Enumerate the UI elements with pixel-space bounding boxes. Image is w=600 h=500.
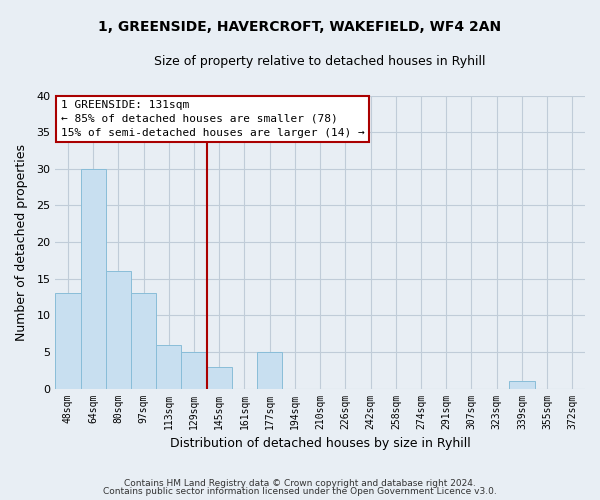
Bar: [257, 352, 283, 389]
Bar: [80, 169, 106, 388]
Text: 1, GREENSIDE, HAVERCROFT, WAKEFIELD, WF4 2AN: 1, GREENSIDE, HAVERCROFT, WAKEFIELD, WF4…: [98, 20, 502, 34]
Bar: [106, 272, 131, 388]
Bar: [509, 381, 535, 388]
Bar: [55, 294, 80, 388]
Y-axis label: Number of detached properties: Number of detached properties: [15, 144, 28, 340]
Bar: [181, 352, 206, 389]
X-axis label: Distribution of detached houses by size in Ryhill: Distribution of detached houses by size …: [170, 437, 470, 450]
Bar: [206, 366, 232, 388]
Title: Size of property relative to detached houses in Ryhill: Size of property relative to detached ho…: [154, 55, 486, 68]
Bar: [131, 294, 156, 388]
Text: Contains public sector information licensed under the Open Government Licence v3: Contains public sector information licen…: [103, 487, 497, 496]
Text: Contains HM Land Registry data © Crown copyright and database right 2024.: Contains HM Land Registry data © Crown c…: [124, 478, 476, 488]
Text: 1 GREENSIDE: 131sqm
← 85% of detached houses are smaller (78)
15% of semi-detach: 1 GREENSIDE: 131sqm ← 85% of detached ho…: [61, 100, 364, 138]
Bar: [156, 344, 181, 389]
